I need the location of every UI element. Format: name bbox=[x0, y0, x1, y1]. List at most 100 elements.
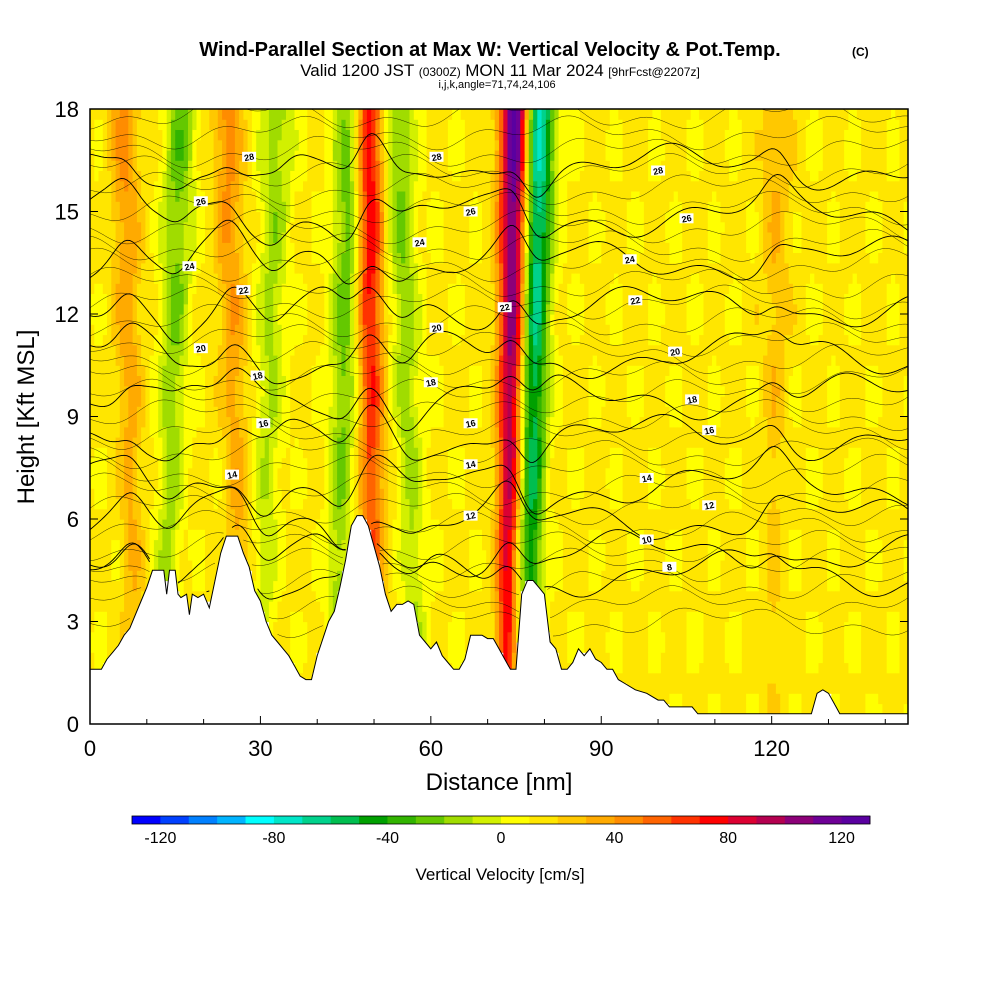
velocity-cell bbox=[328, 549, 334, 561]
velocity-cell bbox=[435, 303, 440, 315]
velocity-cell bbox=[141, 119, 146, 130]
velocity-cell bbox=[179, 232, 185, 243]
velocity-cell bbox=[205, 355, 210, 366]
velocity-cell bbox=[460, 437, 466, 448]
velocity-cell bbox=[499, 416, 504, 428]
velocity-cell bbox=[379, 160, 385, 171]
velocity-cell bbox=[430, 262, 436, 274]
velocity-cell bbox=[375, 273, 381, 284]
velocity-cell bbox=[170, 170, 176, 182]
velocity-cell bbox=[430, 437, 436, 448]
velocity-cell bbox=[222, 467, 227, 479]
velocity-cell bbox=[149, 109, 155, 120]
velocity-cell bbox=[439, 314, 445, 325]
velocity-cell bbox=[349, 406, 355, 418]
velocity-cell bbox=[456, 652, 462, 664]
velocity-cell bbox=[175, 560, 181, 571]
velocity-cell bbox=[251, 324, 257, 336]
velocity-cell bbox=[482, 590, 487, 602]
velocity-cell bbox=[98, 498, 104, 510]
velocity-cell bbox=[320, 580, 325, 592]
velocity-cell bbox=[477, 273, 483, 284]
velocity-cell bbox=[447, 262, 453, 274]
velocity-cell bbox=[315, 375, 321, 387]
velocity-cell bbox=[418, 293, 423, 305]
velocity-cell bbox=[107, 242, 112, 253]
velocity-cell bbox=[183, 119, 189, 130]
velocity-cell bbox=[111, 396, 117, 407]
velocity-cell bbox=[298, 139, 304, 151]
velocity-cell bbox=[124, 519, 129, 530]
velocity-cell bbox=[205, 457, 210, 469]
velocity-cell bbox=[443, 273, 449, 284]
velocity-cell bbox=[307, 590, 313, 602]
velocity-cell bbox=[179, 283, 185, 294]
velocity-cell bbox=[90, 365, 95, 376]
velocity-cell bbox=[499, 180, 504, 192]
velocity-cell bbox=[200, 109, 206, 120]
velocity-cell bbox=[413, 191, 419, 202]
velocity-cell bbox=[324, 283, 330, 294]
velocity-cell bbox=[430, 180, 436, 192]
velocity-cell bbox=[175, 211, 181, 223]
velocity-cell bbox=[413, 119, 419, 130]
velocity-cell bbox=[200, 365, 206, 376]
velocity-cell bbox=[384, 447, 389, 459]
velocity-cell bbox=[90, 324, 95, 336]
velocity-cell bbox=[111, 303, 117, 315]
velocity-cell bbox=[401, 478, 406, 489]
velocity-cell bbox=[124, 365, 129, 376]
velocity-cell bbox=[418, 334, 423, 346]
velocity-cell bbox=[153, 344, 159, 356]
velocity-cell bbox=[243, 375, 249, 387]
velocity-cell bbox=[294, 447, 300, 459]
velocity-cell bbox=[516, 529, 521, 541]
velocity-cell bbox=[311, 478, 317, 489]
velocity-cell bbox=[162, 242, 168, 253]
velocity-cell bbox=[516, 344, 521, 356]
velocity-cell bbox=[507, 262, 513, 274]
velocity-cell bbox=[298, 662, 304, 674]
velocity-cell bbox=[307, 416, 313, 428]
velocity-cell bbox=[435, 191, 440, 202]
velocity-cell bbox=[303, 519, 308, 530]
velocity-cell bbox=[132, 303, 138, 315]
velocity-cell bbox=[507, 580, 513, 592]
velocity-cell bbox=[516, 273, 521, 284]
velocity-cell bbox=[153, 109, 159, 120]
velocity-cell bbox=[90, 211, 95, 223]
velocity-cell bbox=[260, 252, 266, 264]
velocity-cell bbox=[405, 262, 411, 274]
velocity-cell bbox=[188, 314, 193, 325]
velocity-cell bbox=[371, 457, 377, 469]
velocity-cell bbox=[464, 529, 470, 541]
velocity-cell bbox=[507, 191, 513, 202]
velocity-cell bbox=[418, 560, 423, 571]
velocity-cell bbox=[490, 478, 496, 489]
velocity-cell bbox=[426, 283, 432, 294]
velocity-cell bbox=[426, 529, 432, 541]
velocity-cell bbox=[324, 109, 330, 120]
velocity-cell bbox=[158, 211, 164, 223]
velocity-cell bbox=[170, 324, 176, 336]
velocity-cell bbox=[439, 396, 445, 407]
velocity-cell bbox=[507, 314, 513, 325]
velocity-cell bbox=[486, 498, 492, 510]
velocity-cell bbox=[418, 344, 423, 356]
velocity-cell bbox=[107, 170, 112, 182]
velocity-cell bbox=[200, 180, 206, 192]
velocity-cell bbox=[418, 365, 423, 376]
velocity-cell bbox=[456, 139, 462, 151]
velocity-cell bbox=[435, 385, 440, 397]
velocity-cell bbox=[337, 314, 342, 325]
velocity-cell bbox=[464, 129, 470, 141]
velocity-cell bbox=[443, 160, 449, 171]
velocity-cell bbox=[226, 252, 232, 264]
velocity-cell bbox=[439, 529, 445, 541]
velocity-cell bbox=[188, 385, 193, 397]
velocity-cell bbox=[405, 365, 411, 376]
velocity-cell bbox=[94, 478, 100, 489]
velocity-cell bbox=[175, 570, 181, 582]
velocity-cell bbox=[213, 334, 219, 346]
velocity-cell bbox=[226, 150, 232, 161]
